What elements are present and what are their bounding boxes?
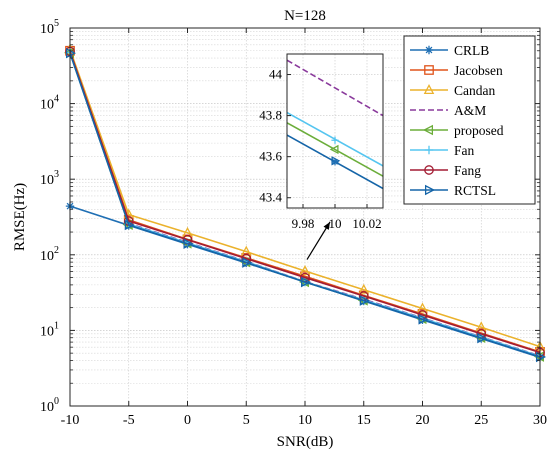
legend-box bbox=[403, 35, 536, 205]
data-point bbox=[299, 265, 311, 276]
legend-marker bbox=[424, 165, 434, 175]
data-point bbox=[182, 226, 193, 237]
legend-label: Fan bbox=[454, 143, 475, 158]
x-tick-label: 20 bbox=[416, 413, 430, 428]
series-line bbox=[69, 51, 541, 354]
inset-line-a-m bbox=[286, 59, 384, 117]
y-axis-label: RMSE(Hz) bbox=[12, 183, 28, 251]
legend-marker bbox=[422, 124, 434, 136]
y-tick-label: 100 bbox=[40, 396, 59, 415]
data-point bbox=[475, 321, 487, 332]
y-tick-label: 102 bbox=[40, 245, 59, 264]
inset-marker-crlb bbox=[331, 158, 339, 166]
inset-y-tick-label: 43.4 bbox=[259, 190, 282, 205]
legend-marker bbox=[424, 184, 436, 196]
inset-y-tick-label: 44 bbox=[269, 67, 283, 82]
x-axis-label: SNR(dB) bbox=[277, 434, 334, 450]
x-tick-label: -5 bbox=[123, 413, 135, 428]
x-tick-label: 0 bbox=[184, 413, 191, 428]
data-point bbox=[359, 295, 370, 306]
inset-y-tick-label: 43.6 bbox=[259, 149, 282, 164]
series-line bbox=[69, 49, 541, 348]
inset-y-tick-label: 43.8 bbox=[259, 108, 282, 123]
inset-marker-proposed bbox=[329, 144, 339, 155]
data-point bbox=[535, 351, 547, 363]
data-point bbox=[124, 219, 135, 231]
legend-item: Candan bbox=[410, 83, 495, 98]
legend-item: Fan bbox=[410, 143, 475, 158]
legend-item: RCTSL bbox=[410, 183, 496, 198]
legend-item: Fang bbox=[410, 163, 481, 178]
legend-marker bbox=[424, 65, 434, 75]
legend-label: Candan bbox=[454, 83, 495, 98]
legend-label: proposed bbox=[454, 123, 504, 138]
y-tick-label: 103 bbox=[40, 169, 59, 188]
data-point bbox=[418, 314, 429, 325]
x-tick-label: 10 bbox=[298, 413, 312, 428]
x-tick-label: 25 bbox=[474, 413, 488, 428]
x-tick-label: 15 bbox=[357, 413, 371, 428]
legend-item: Jacobsen bbox=[410, 63, 503, 78]
data-point bbox=[300, 276, 312, 288]
data-point bbox=[417, 302, 428, 313]
legend-item: proposed bbox=[410, 123, 504, 138]
legend-label: A&M bbox=[454, 103, 486, 118]
legend-marker bbox=[424, 145, 434, 155]
legend-label: Jacobsen bbox=[454, 63, 503, 78]
x-tick-label: 5 bbox=[243, 413, 250, 428]
legend: CRLB Jacobsen Candan A&M proposed Fan Fang RCTS… bbox=[403, 35, 536, 205]
inset-marker-fan bbox=[331, 136, 339, 144]
inset-zoom: 9.98 10 10.02 43.4 43.6 43.8 44 bbox=[259, 53, 384, 260]
inset-line-proposed bbox=[286, 122, 384, 177]
series-layer bbox=[63, 43, 547, 363]
y-tick-label: 101 bbox=[40, 320, 59, 339]
legend-marker bbox=[424, 45, 434, 55]
legend-item: A&M bbox=[410, 103, 486, 118]
zoom-arrow-head bbox=[323, 222, 330, 230]
series-rctsl bbox=[65, 47, 547, 363]
chart-title: N=128 bbox=[284, 8, 326, 24]
x-tick-label: -10 bbox=[61, 413, 80, 428]
data-point bbox=[183, 238, 194, 250]
legend-label: CRLB bbox=[454, 43, 489, 58]
inset-x-tick-label: 9.98 bbox=[292, 216, 315, 231]
y-tick-label: 104 bbox=[40, 94, 59, 113]
legend-label: Fang bbox=[454, 163, 481, 178]
axes: -10 -5 0 5 10 15 20 25 30 100 101 102 103 104 105 bbox=[40, 18, 547, 428]
data-point bbox=[477, 332, 488, 344]
inset-x-tick-label: 10.02 bbox=[352, 216, 381, 231]
legend-item: CRLB bbox=[410, 43, 489, 58]
y-tick-label: 105 bbox=[40, 18, 59, 37]
inset-x-tick-label: 10 bbox=[329, 216, 342, 231]
legend-marker bbox=[423, 83, 435, 95]
data-point bbox=[242, 257, 253, 268]
legend-label: RCTSL bbox=[454, 183, 496, 198]
x-tick-label: 30 bbox=[533, 413, 547, 428]
series-line bbox=[69, 52, 541, 358]
data-point bbox=[358, 283, 370, 294]
